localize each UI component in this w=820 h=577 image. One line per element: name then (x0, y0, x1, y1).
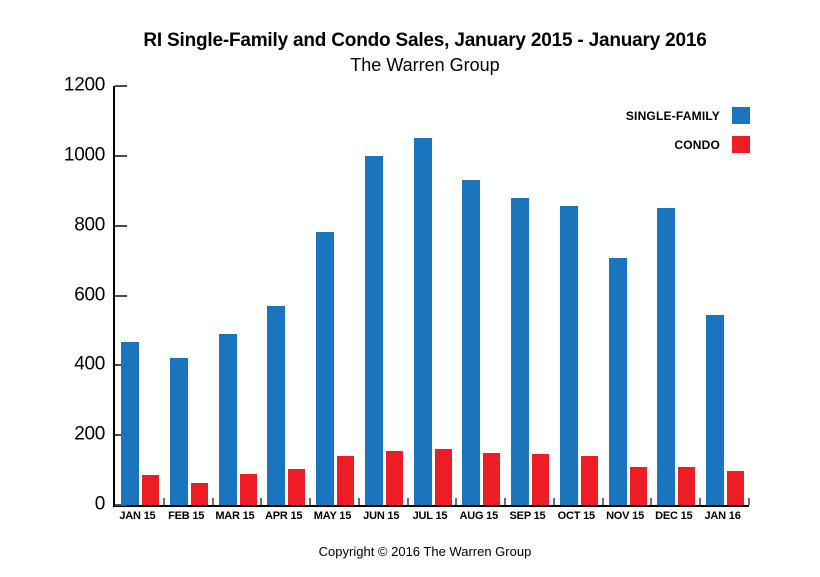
y-axis-tick (115, 504, 127, 506)
bar-group-apr-15 (261, 86, 310, 505)
bar-condo (580, 456, 598, 505)
bar-group-mar-15 (213, 86, 262, 505)
legend-swatch-single-family (732, 107, 750, 124)
chart-title: RI Single-Family and Condo Sales, Januar… (143, 30, 707, 51)
x-axis-minor-tick (260, 498, 263, 505)
x-axis-minor-tick (162, 498, 165, 505)
bar-group-nov-15 (603, 86, 652, 505)
x-axis-label: SEP 15 (509, 510, 546, 522)
y-axis-label: 600 (74, 284, 105, 306)
bar-group-jan-15 (115, 86, 164, 505)
bar-group-jul-15 (408, 86, 457, 505)
y-axis-tick (115, 294, 127, 297)
bar-condo (239, 473, 257, 505)
x-axis-label: JUN 15 (363, 510, 400, 522)
bar-group-dec-15 (651, 86, 700, 505)
bar-single-family (511, 197, 530, 505)
bar-condo (727, 470, 745, 505)
x-axis-minor-tick (211, 498, 214, 505)
x-axis-label: JAN 15 (119, 510, 156, 522)
bar-condo (142, 474, 159, 505)
y-axis-label: 400 (74, 353, 105, 375)
chart-header: RI Single-Family and Condo Sales, Januar… (30, 30, 820, 76)
plot-area: SINGLE-FAMILY CONDO 0 200 400 600 800 1000 120… (64, 75, 750, 515)
bar-condo (483, 452, 501, 505)
bar-single-family (218, 333, 237, 505)
x-axis-label: OCT 15 (557, 510, 596, 522)
x-axis-minor-tick (455, 498, 458, 505)
bar-condo (532, 454, 550, 505)
bar-single-family (559, 206, 578, 505)
y-axis-label: 1000 (63, 144, 105, 166)
x-axis-minor-tick (406, 498, 409, 505)
bar-single-family (706, 314, 725, 505)
legend: SINGLE-FAMILY CONDO (626, 107, 750, 153)
copyright-text: Copyright © 2016 The Warren Group (318, 544, 532, 559)
x-axis-label: APR 15 (265, 510, 303, 522)
y-axis-label: 800 (74, 214, 105, 236)
x-axis-minor-tick (504, 498, 507, 505)
y-axis-label: 200 (74, 423, 105, 445)
bar-single-family (121, 341, 139, 505)
bar-condo (629, 466, 647, 505)
x-axis-minor-tick (650, 498, 653, 505)
bar-group-jan-16 (700, 86, 749, 505)
bar-group-aug-15 (456, 86, 505, 505)
bar-single-family (169, 358, 188, 505)
x-axis-label: DEC 15 (655, 510, 693, 522)
legend-label-single-family: SINGLE-FAMILY (625, 108, 720, 123)
bar-single-family (413, 138, 432, 505)
bar-groups (115, 86, 749, 505)
x-axis-label: NOV 15 (606, 510, 644, 522)
bar-group-oct-15 (554, 86, 603, 505)
bar-condo (385, 451, 403, 505)
x-axis-label: JAN 16 (704, 510, 741, 522)
bar-single-family (657, 208, 676, 505)
chart-subtitle: The Warren Group (350, 54, 500, 75)
x-axis-label: MAY 15 (313, 510, 352, 522)
y-axis-tick (115, 85, 127, 87)
x-axis-minor-tick (601, 498, 604, 505)
bar-condo (434, 449, 452, 505)
x-axis-minor-tick (699, 498, 702, 505)
legend-swatch-condo (732, 136, 750, 153)
x-axis-minor-tick (552, 498, 555, 505)
bar-group-feb-15 (164, 86, 213, 505)
bar-single-family (608, 257, 627, 505)
bar-condo (190, 483, 208, 505)
bar-single-family (316, 231, 335, 505)
legend-row-single-family: SINGLE-FAMILY (626, 107, 750, 124)
bar-group-sep-15 (505, 86, 554, 505)
x-axis-label: AUG 15 (459, 510, 499, 522)
bar-single-family (462, 180, 481, 505)
bar-condo (678, 467, 696, 505)
legend-row-condo: CONDO (626, 136, 750, 153)
x-axis-label: FEB 15 (168, 510, 205, 522)
bar-condo (288, 468, 306, 505)
x-axis-label: JUL 15 (412, 510, 448, 522)
bar-single-family (267, 305, 286, 505)
bar-single-family (364, 155, 383, 505)
y-axis-tick (115, 224, 127, 227)
x-axis-label: MAR 15 (215, 510, 255, 522)
bar-group-jun-15 (359, 86, 408, 505)
x-axis-minor-tick (357, 498, 360, 505)
x-axis-minor-tick (748, 498, 750, 505)
y-axis-label: 1200 (63, 74, 105, 96)
y-axis-label: 0 (94, 493, 106, 515)
bar-condo (337, 456, 355, 505)
legend-label-condo: CONDO (674, 137, 720, 152)
x-axis-labels: JAN 15 FEB 15 MAR 15 APR 15 MAY 15 JUN 15 JUL … (113, 510, 747, 522)
x-axis-minor-tick (309, 498, 312, 505)
bar-group-may-15 (310, 86, 359, 505)
y-axis-tick (115, 154, 127, 157)
